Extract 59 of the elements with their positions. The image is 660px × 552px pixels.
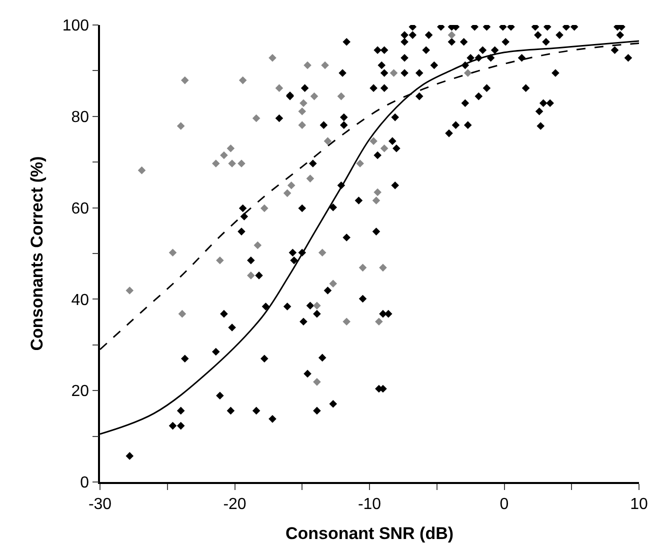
- point: [298, 121, 306, 129]
- point: [178, 310, 186, 318]
- point: [220, 151, 228, 160]
- x-tick-label: -20: [223, 496, 246, 513]
- point: [379, 264, 387, 272]
- point: [283, 189, 292, 198]
- point: [212, 160, 220, 168]
- point: [226, 144, 235, 152]
- point: [238, 76, 247, 84]
- point: [180, 76, 189, 84]
- point: [228, 160, 236, 168]
- point: [464, 69, 472, 77]
- y-tick-label: 20: [71, 383, 90, 400]
- point: [313, 378, 321, 386]
- point: [448, 31, 456, 39]
- point: [380, 144, 388, 152]
- x-axis-title: Consonant SNR (dB): [285, 524, 454, 543]
- point: [275, 84, 284, 92]
- point: [287, 182, 296, 190]
- y-axis-title: Consonants Correct (%): [27, 156, 46, 351]
- point: [300, 99, 308, 108]
- point: [329, 280, 338, 288]
- point: [247, 272, 255, 280]
- point: [324, 137, 332, 145]
- point: [252, 114, 260, 122]
- point: [356, 160, 364, 168]
- point: [375, 318, 383, 326]
- y-tick-label: 60: [71, 200, 90, 218]
- point: [358, 264, 367, 272]
- point: [216, 256, 224, 264]
- y-tick-label: 80: [71, 109, 90, 126]
- point: [298, 107, 306, 116]
- point: [260, 204, 268, 212]
- point: [337, 92, 346, 100]
- point: [126, 286, 134, 294]
- point: [370, 137, 378, 145]
- x-tick-label: -30: [88, 496, 112, 513]
- point: [268, 54, 276, 62]
- x-tick-label: 0: [500, 496, 509, 513]
- point: [254, 241, 262, 250]
- point: [372, 196, 380, 204]
- point: [168, 248, 177, 256]
- point: [304, 61, 312, 70]
- point: [313, 302, 321, 310]
- point: [321, 61, 329, 70]
- point: [138, 166, 146, 174]
- point: [342, 318, 350, 326]
- x-tick-label: -10: [358, 496, 382, 513]
- y-tick-label: 40: [71, 292, 90, 309]
- y-tick-label: 0: [80, 474, 90, 492]
- x-tick-label: 10: [630, 496, 648, 513]
- point: [176, 122, 185, 130]
- point: [390, 69, 398, 77]
- y-tick-label: 100: [62, 18, 90, 35]
- point: [318, 248, 326, 256]
- point: [238, 160, 246, 168]
- point: [374, 188, 382, 196]
- point: [306, 174, 314, 182]
- point: [310, 92, 318, 100]
